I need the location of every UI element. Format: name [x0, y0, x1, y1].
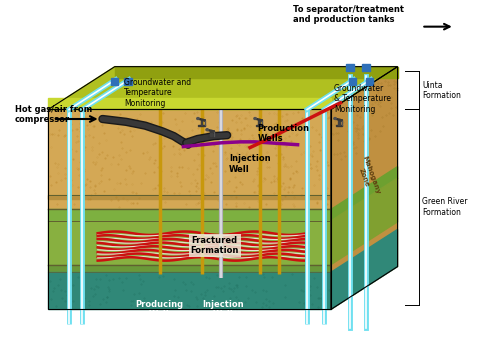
- Polygon shape: [48, 67, 398, 110]
- Polygon shape: [334, 118, 342, 121]
- Ellipse shape: [213, 131, 214, 132]
- Polygon shape: [254, 118, 262, 121]
- Text: Fractured
Formation: Fractured Formation: [190, 236, 239, 255]
- Polygon shape: [48, 272, 331, 309]
- Text: Uinta
Formation: Uinta Formation: [422, 81, 461, 100]
- Text: To separator/treatment
and production tanks: To separator/treatment and production ta…: [293, 5, 404, 24]
- Bar: [124, 78, 132, 86]
- Bar: [362, 64, 370, 71]
- Bar: [338, 120, 340, 125]
- Ellipse shape: [254, 118, 256, 119]
- Bar: [201, 120, 202, 125]
- Polygon shape: [198, 118, 205, 121]
- Text: Producing
Well: Producing Well: [136, 300, 184, 319]
- Polygon shape: [331, 167, 398, 221]
- Polygon shape: [48, 110, 331, 209]
- Text: Groundwater
& Temperature
Monitoring: Groundwater & Temperature Monitoring: [334, 84, 391, 114]
- Bar: [201, 119, 202, 120]
- Ellipse shape: [261, 120, 262, 121]
- Ellipse shape: [206, 129, 208, 131]
- Bar: [348, 78, 356, 86]
- Bar: [208, 136, 214, 137]
- Bar: [258, 120, 260, 125]
- Bar: [346, 64, 354, 71]
- Bar: [366, 78, 374, 86]
- Text: Injection
Well: Injection Well: [202, 300, 244, 319]
- Ellipse shape: [341, 120, 342, 121]
- Bar: [210, 131, 212, 136]
- Ellipse shape: [334, 118, 336, 119]
- Polygon shape: [48, 209, 331, 221]
- Polygon shape: [48, 98, 331, 110]
- Bar: [48, 110, 331, 309]
- Text: Mahogany
Zone: Mahogany Zone: [354, 155, 380, 197]
- Polygon shape: [206, 129, 214, 132]
- Bar: [256, 125, 262, 126]
- Text: Groundwater
Monitoring
Well: Groundwater Monitoring Well: [40, 331, 98, 361]
- Bar: [110, 78, 118, 86]
- Text: Groundwater and
Temperature
Monitoring: Groundwater and Temperature Monitoring: [124, 78, 192, 108]
- Text: Hot gas/air from
compressor: Hot gas/air from compressor: [15, 104, 92, 124]
- Polygon shape: [48, 195, 331, 199]
- Polygon shape: [331, 67, 398, 309]
- Polygon shape: [48, 265, 331, 272]
- Bar: [338, 119, 340, 120]
- Text: Green River
Formation: Green River Formation: [422, 197, 468, 217]
- Polygon shape: [331, 229, 398, 309]
- Bar: [198, 125, 205, 126]
- Polygon shape: [48, 221, 331, 265]
- Polygon shape: [331, 178, 398, 265]
- Text: Production
Wells: Production Wells: [258, 124, 310, 143]
- Bar: [258, 119, 260, 120]
- Ellipse shape: [204, 120, 206, 121]
- Text: Injection
Well: Injection Well: [229, 154, 270, 174]
- Bar: [210, 130, 212, 132]
- Polygon shape: [115, 67, 398, 78]
- Bar: [336, 125, 342, 126]
- Ellipse shape: [197, 118, 199, 119]
